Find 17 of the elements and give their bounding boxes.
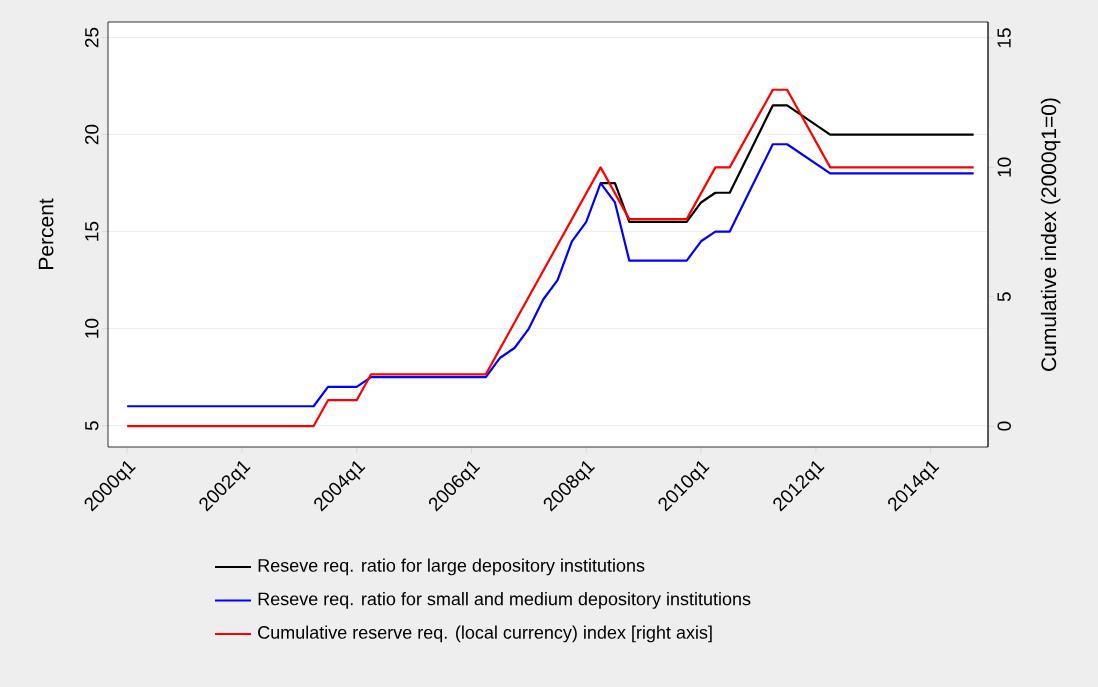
line-series [126, 143, 975, 408]
y-tick-label: 10 [85, 318, 99, 338]
y-axis-title: Percent [38, 198, 54, 269]
y2-tick-label: 5 [997, 292, 1011, 302]
line-series [599, 104, 975, 223]
legend-label: Reseve req. ratio for large depository institutions [258, 558, 645, 576]
y2-tick-label: 15 [997, 28, 1011, 48]
y-tick-label: 5 [85, 421, 99, 431]
y2-tick-label: 0 [997, 421, 1011, 431]
legend-label: Reseve req. ratio for small and medium depository institutions [258, 592, 751, 609]
legend-label: Cumulative reserve req. (local currency) index [right axis] [258, 625, 712, 643]
y2-axis-title: Cumulative index (2000q1=0) [1040, 98, 1061, 371]
line-series [126, 88, 975, 428]
y-tick-label: 15 [85, 221, 99, 241]
y2-tick-label: 10 [997, 157, 1011, 177]
y-tick-label: 20 [85, 124, 99, 145]
y-tick-label: 25 [85, 27, 99, 48]
